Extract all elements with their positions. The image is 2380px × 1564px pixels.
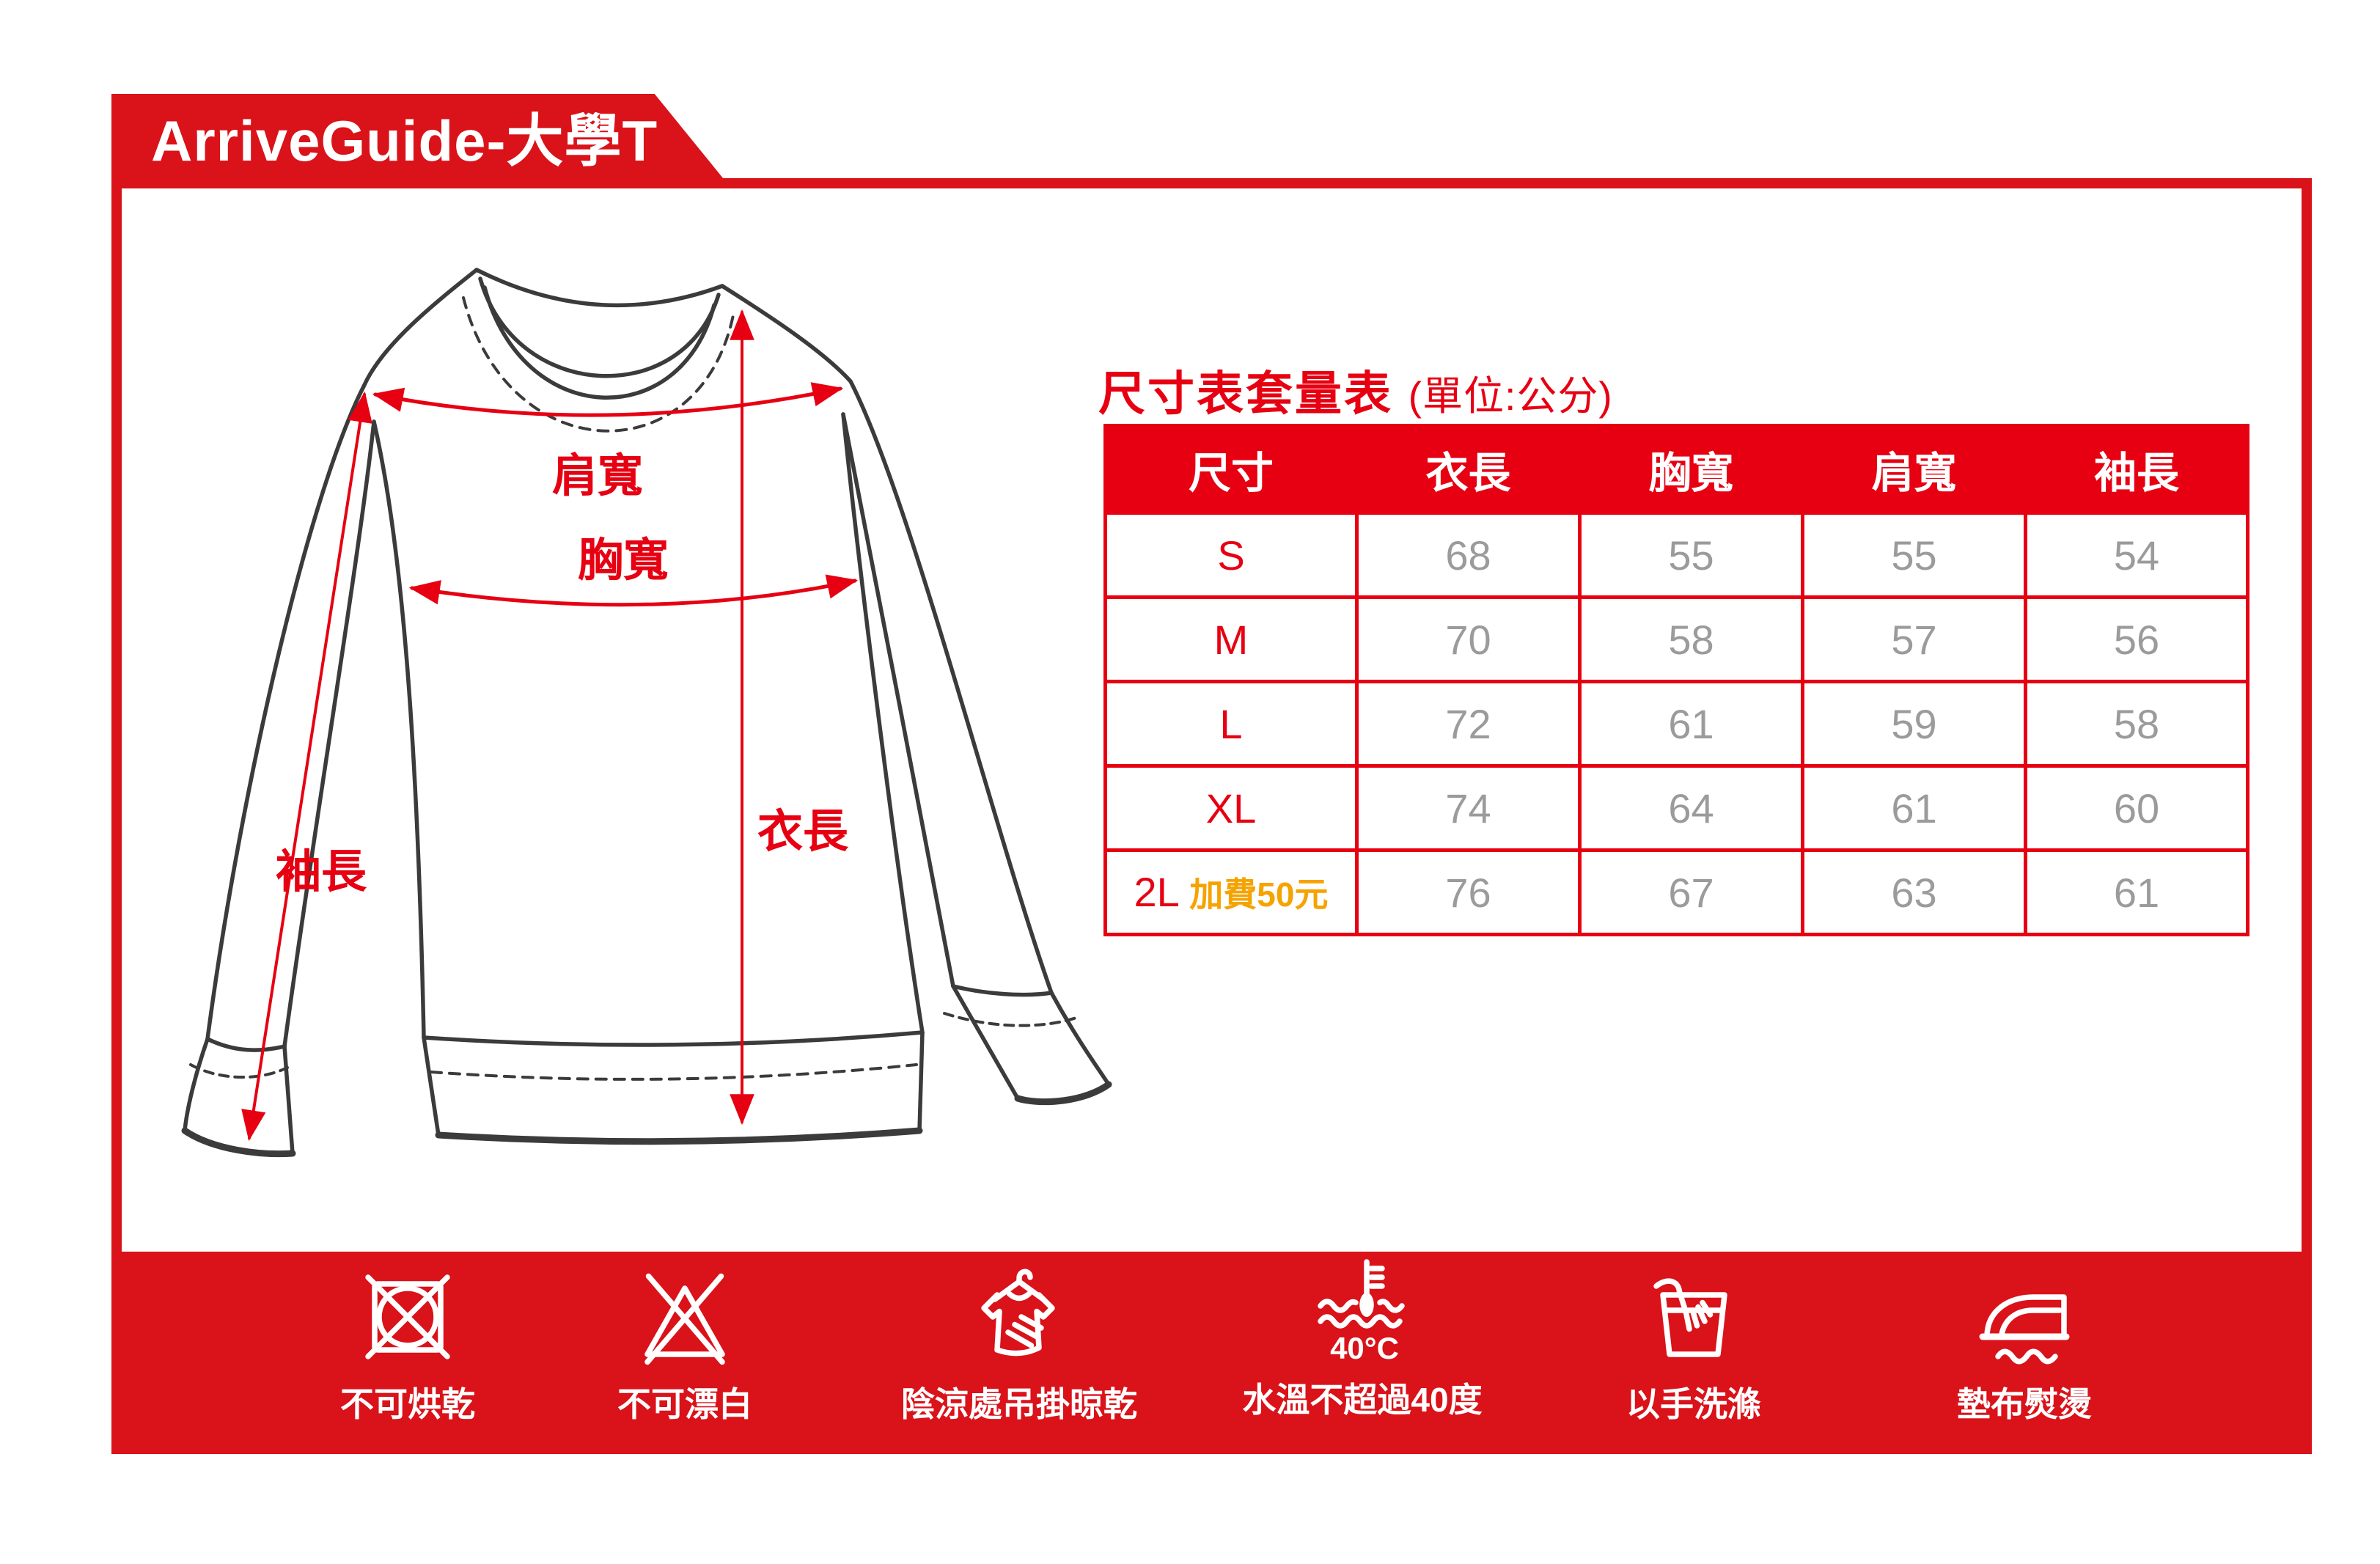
care-item-no-bleach: 不可漂白 [560, 1262, 809, 1426]
value-cell: 58 [1578, 595, 1804, 683]
title-banner: ArriveGuide-大學T [111, 94, 724, 188]
table-row-xl: XL 74 64 61 60 [1103, 764, 2249, 852]
care-item-iron-with-cloth: 墊布熨燙 [1900, 1262, 2149, 1426]
care-instructions-banner: 不可烘乾 不可漂白 陰涼處吊掛晾乾 [111, 1252, 2312, 1454]
table-row-2l: 2L 加費50元 76 67 63 61 [1103, 848, 2249, 936]
value-cell: 59 [1801, 680, 2027, 768]
iron-with-cloth-icon [1979, 1294, 2070, 1365]
value-cell: 61 [1578, 680, 1804, 768]
value-cell: 70 [1355, 595, 1582, 683]
sleeve-length-arrow [241, 391, 372, 1142]
surcharge-note: 加費50元 [1189, 875, 1329, 914]
size-table: 尺寸 衣長 胸寬 肩寬 袖長 S 68 55 55 54 M 70 58 57 … [1103, 424, 2249, 936]
hang-dry-in-shade-icon [981, 1269, 1055, 1356]
do-not-tumble-dry-icon [365, 1274, 450, 1359]
chest-width-label: 胸寬 [578, 535, 669, 586]
care-item-label: 不可漂白 [617, 1385, 752, 1423]
value-cell: 55 [1801, 511, 2027, 599]
column-header-sleeve: 袖長 [2024, 424, 2249, 515]
sleeve-length-label: 袖長 [276, 847, 367, 897]
care-item-max-40c-water: 40°C 水溫不超過40度 [1238, 1259, 1487, 1422]
size-table-title-text: 尺寸表套量表 [1098, 367, 1393, 420]
column-header-shoulder: 肩寬 [1801, 424, 2027, 515]
body-length-label: 衣長 [757, 807, 849, 857]
table-row-l: L 72 61 59 58 [1103, 680, 2249, 768]
care-item-hand-wash: 以手洗滌 [1569, 1262, 1818, 1426]
care-item-no-tumble-dry: 不可烘乾 [283, 1262, 532, 1426]
care-item-label: 以手洗滌 [1626, 1385, 1761, 1423]
value-cell: 61 [1801, 764, 2027, 852]
value-cell: 64 [1578, 764, 1804, 852]
shoulder-width-arrow [372, 382, 844, 417]
sweatshirt-outline [181, 268, 1112, 1158]
value-cell: 68 [1355, 511, 1582, 599]
value-cell: 63 [1801, 848, 2027, 936]
size-label: XL [1103, 764, 1359, 852]
value-cell: 55 [1578, 511, 1804, 599]
do-not-bleach-icon [644, 1273, 725, 1365]
value-cell: 72 [1355, 680, 1582, 768]
size-label: M [1103, 595, 1359, 683]
column-header-size: 尺寸 [1103, 424, 1359, 515]
frame-border-right [2302, 178, 2312, 1252]
value-cell: 74 [1355, 764, 1582, 852]
table-row-s: S 68 55 55 54 [1103, 511, 2249, 599]
value-cell: 54 [2024, 511, 2249, 599]
sweatshirt-measurement-diagram: 肩寬 胸寬 衣長 袖長 [181, 268, 1112, 1158]
table-row-m: M 70 58 57 56 [1103, 595, 2249, 683]
value-cell: 56 [2024, 595, 2249, 683]
value-cell: 61 [2024, 848, 2249, 936]
column-header-length: 衣長 [1355, 424, 1582, 515]
care-item-hang-dry-shade: 陰涼處吊掛晾乾 [895, 1262, 1144, 1426]
value-cell: 57 [1801, 595, 2027, 683]
care-item-label: 水溫不超過40度 [1242, 1381, 1483, 1419]
care-item-label: 不可烘乾 [340, 1385, 475, 1423]
hand-wash-icon [1653, 1278, 1727, 1357]
care-item-label: 墊布熨燙 [1957, 1385, 2092, 1423]
size-label: S [1103, 511, 1359, 599]
chest-width-arrow [408, 574, 859, 607]
frame-border-left [111, 178, 122, 1252]
max-40c-water-icon: 40°C [1318, 1259, 1405, 1365]
page-title: ArriveGuide-大學T [151, 109, 658, 173]
size-table-unit-note: (單位:公分) [1408, 373, 1613, 419]
size-table-header-row: 尺寸 衣長 胸寬 肩寬 袖長 [1103, 424, 2249, 515]
value-cell: 76 [1355, 848, 1582, 936]
shoulder-width-label: 肩寬 [552, 451, 643, 502]
value-cell: 58 [2024, 680, 2249, 768]
temp-label: 40°C [1330, 1331, 1399, 1365]
size-label-with-note: 2L 加費50元 [1103, 848, 1359, 936]
size-table-title: 尺寸表套量表 (單位:公分) [1098, 356, 1613, 424]
column-header-chest: 胸寬 [1578, 424, 1804, 515]
value-cell: 67 [1578, 848, 1804, 936]
value-cell: 60 [2024, 764, 2249, 852]
care-item-label: 陰涼處吊掛晾乾 [901, 1385, 1137, 1423]
size-label: L [1103, 680, 1359, 768]
